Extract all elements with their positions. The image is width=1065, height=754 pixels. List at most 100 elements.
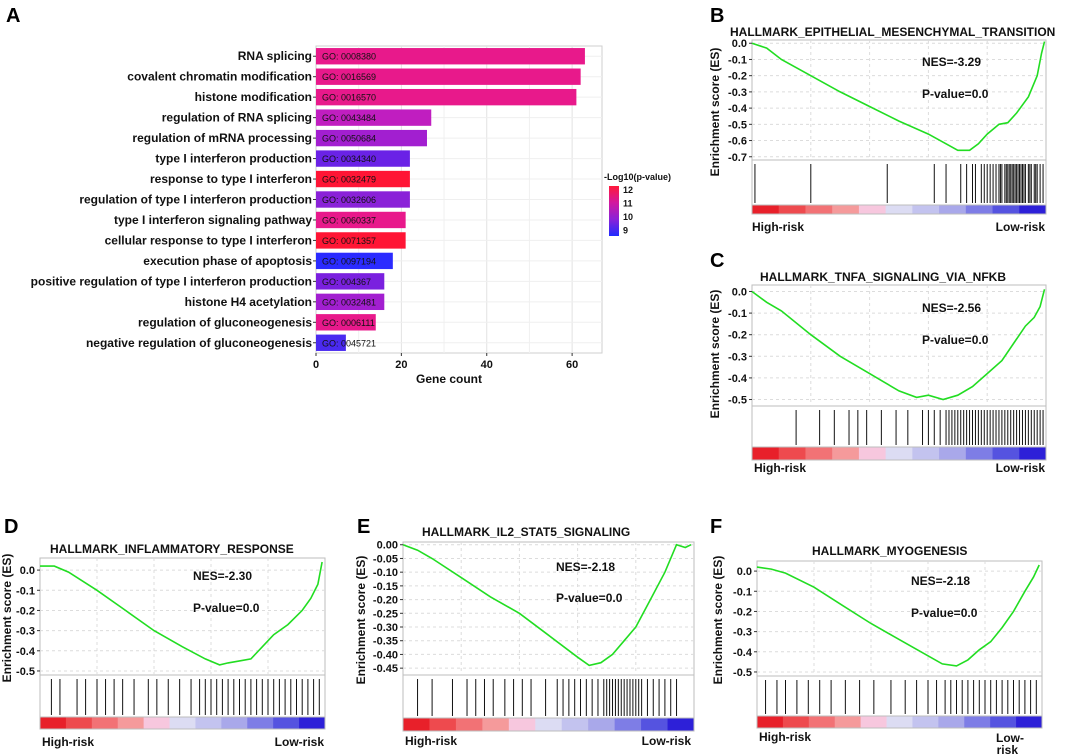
bar-go-label: GO: 0050684 [322,134,376,144]
pvalue-label: P-value=0.0 [556,591,623,605]
plot-area [402,541,695,676]
y-tick-label: 0.0 [732,286,747,298]
risk-gradient-segment [832,205,860,214]
y-tick-label: -0.4 [728,103,748,115]
high-risk-label: High-risk [752,220,804,234]
risk-gradient-segment [169,717,196,729]
pvalue-label: P-value=0.0 [193,601,260,615]
y-tick-label: 0.00 [377,540,398,552]
bar [316,273,385,290]
risk-gradient-segment [885,447,913,460]
risk-gradient-segment [299,717,326,729]
high-risk-label: High-risk [42,735,94,749]
risk-gradient-segment [990,716,1017,728]
y-tick-label: -0.1 [728,308,747,320]
risk-gradient-segment [273,717,300,729]
panel-label-c: C [710,250,724,272]
y-tick-label: 0.0 [732,38,747,50]
bar-go-label: GO: 0008380 [322,52,376,62]
y-tick-label: -0.4 [16,646,36,658]
panel-title: HALLMARK_EPITHELIAL_MESENCHYMAL_TRANSITI… [730,25,1055,39]
risk-gradient-segment [808,716,836,728]
legend-title: -Log10(p-value) [604,172,671,182]
risk-gradient-segment [1019,447,1047,460]
y-tick-label: 0.0 [20,565,35,577]
category-label: regulation of mRNA processing [132,131,312,145]
y-tick-label: -0.5 [728,395,747,407]
risk-gradient-segment [805,205,833,214]
risk-gradient-segment [641,718,669,731]
gsea-panel-c: 0.0 -0.1 -0.2 -0.3 -0.4 -0.5 HALLMARK_TNFA_SIG… [708,270,1047,475]
risk-gradient-segment [858,447,887,460]
y-tick-label: -0.25 [373,608,398,620]
pvalue-label: P-value=0.0 [922,333,989,347]
x-tick-label: 40 [481,359,493,371]
bar-go-label: GO: 0006111 [322,318,375,328]
legend-tick-label: 11 [623,199,633,209]
y-tick-label: -0.45 [373,663,398,675]
nes-label: NES=-2.30 [193,569,252,583]
bar [316,68,581,85]
bar-chart-a: GO: 0008380 RNA splicing GO: 0016569 covale… [31,45,671,386]
bar-go-label: GO: 0060337 [322,215,376,225]
nes-label: NES=-2.56 [922,301,981,315]
x-axis-label: Gene count [416,372,482,386]
bar [316,232,406,249]
risk-gradient-segment [40,717,67,729]
legend-tick-label: 9 [623,226,628,236]
category-label: regulation of RNA splicing [162,111,312,125]
y-tick-label: -0.15 [373,581,398,593]
y-tick-label: -0.3 [16,626,35,638]
risk-gradient-segment [992,205,1020,214]
low-risk-label: Low-risk [275,735,325,749]
y-tick-label: -0.5 [16,666,35,678]
risk-gradient-segment [429,718,457,731]
risk-gradient-segment [778,205,806,214]
category-label: execution phase of apoptosis [143,254,312,268]
y-tick-label: -0.10 [373,567,398,579]
gsea-panel-e: 0.00-0.05-0.10-0.15-0.20-0.25-0.30-0.35-… [354,525,695,748]
bar [316,191,410,208]
risk-gradient-frame [39,716,326,730]
category-label: response to type I interferon [150,172,312,186]
risk-gradient-segment [805,447,833,460]
nes-label: NES=-2.18 [911,574,970,588]
y-tick-label: -0.30 [373,622,398,634]
panel-label-f: F [710,516,722,538]
category-label: positive regulation of type I interferon… [31,274,312,288]
risk-gradient-segment [939,205,967,214]
bar [316,314,376,331]
pvalue-label: P-value=0.0 [922,87,989,101]
risk-gradient-segment [782,716,810,728]
bar-go-label: GO: 0045721 [322,338,376,348]
risk-gradient-segment [964,716,991,728]
panel-label-e: E [357,516,370,538]
legend-colorbar [609,186,619,236]
nes-label: NES=-3.29 [922,55,981,69]
y-tick-label: -0.1 [16,585,35,597]
bar [316,170,410,188]
bar-go-label: GO: 0097194 [322,256,376,266]
category-label: type I interferon production [155,152,312,166]
risk-gradient-segment [455,718,483,731]
risk-gradient-segment [482,718,510,731]
y-tick-label: -0.2 [728,71,747,83]
hit-area [756,675,1043,717]
risk-gradient-segment [667,718,695,731]
bar-go-label: GO: 0016569 [322,72,376,82]
risk-gradient-segment [965,205,994,214]
x-tick-label: 0 [313,359,319,371]
bar [316,334,346,351]
category-label: histone H4 acetylation [185,295,312,309]
y-tick-label: -0.40 [373,649,398,661]
category-label: histone modification [195,90,312,104]
y-tick-label: -0.2 [728,330,747,342]
risk-gradient-frame [751,446,1047,461]
risk-gradient-segment [752,447,780,460]
panel-title: HALLMARK_TNFA_SIGNALING_VIA_NFKB [760,270,1006,284]
high-risk-label: High-risk [759,730,811,744]
bar-go-label: GO: 004367 [322,277,371,287]
legend-tick-label: 12 [623,185,633,195]
risk-gradient-segment [912,716,939,728]
category-label: negative regulation of gluconeogenesis [86,336,312,350]
